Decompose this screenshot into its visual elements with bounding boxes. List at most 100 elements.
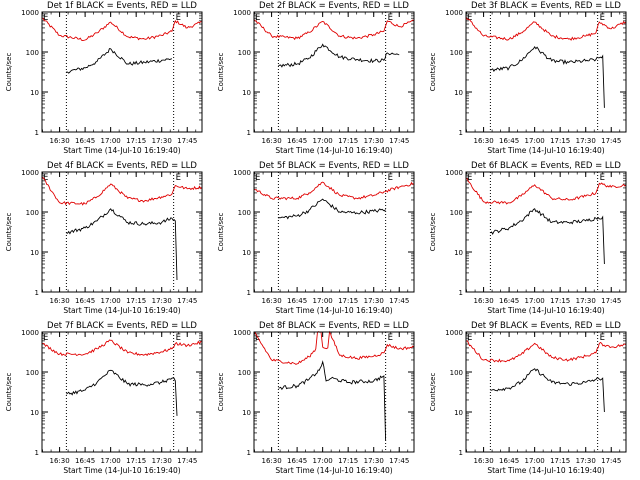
x-tick-label: 16:45 xyxy=(75,297,95,305)
x-tick-label: 16:45 xyxy=(499,457,519,465)
x-tick-label: 17:30 xyxy=(152,137,172,145)
y-tick-label: 1000 xyxy=(445,169,463,177)
x-tick-label: 16:30 xyxy=(261,457,281,465)
x-tick-label: 17:45 xyxy=(389,137,409,145)
panel-title: Det 9f BLACK = Events, RED = LLD xyxy=(471,321,621,331)
y-tick-label: 1 xyxy=(35,289,39,297)
y-tick-label: 1 xyxy=(459,449,463,457)
y-tick-label: 100 xyxy=(26,49,39,57)
x-axis-label: Start Time (14-Jul-10 16:19:40) xyxy=(487,306,604,315)
x-tick-label: 17:00 xyxy=(313,137,333,145)
y-tick-label: 1000 xyxy=(445,329,463,337)
x-tick-label: 17:45 xyxy=(389,457,409,465)
y-tick-label: 1000 xyxy=(21,9,39,17)
marker-letter: E xyxy=(43,13,48,23)
x-tick-label: 16:45 xyxy=(75,457,95,465)
x-axis-label: Start Time (14-Jul-10 16:19:40) xyxy=(63,146,180,155)
x-tick-label: 16:45 xyxy=(287,297,307,305)
y-tick-label: 100 xyxy=(450,209,463,217)
panel-det-5: Det 5f BLACK = Events, RED = LLD Counts/s… xyxy=(217,161,415,315)
marker-letter: E xyxy=(467,333,472,343)
x-tick-label: 17:15 xyxy=(126,297,146,305)
x-tick-label: 17:30 xyxy=(152,297,172,305)
y-axis-label: Counts/sec xyxy=(5,373,13,412)
plot-frame xyxy=(465,11,627,133)
panel-det-2: Det 2f BLACK = Events, RED = LLD Counts/s… xyxy=(217,1,415,155)
y-tick-label: 10 xyxy=(454,409,463,417)
y-axis-label: Counts/sec xyxy=(217,373,225,412)
x-tick-label: 17:15 xyxy=(550,457,570,465)
panel-det-7: Det 7f BLACK = Events, RED = LLD Counts/s… xyxy=(5,321,203,475)
x-axis-label: Start Time (14-Jul-10 16:19:40) xyxy=(63,466,180,475)
y-axis-label: Counts/sec xyxy=(429,373,437,412)
y-tick-label: 100 xyxy=(238,369,251,377)
y-axis-label: Counts/sec xyxy=(429,53,437,92)
plot-frame xyxy=(465,171,627,293)
marker-letter: E xyxy=(600,333,605,343)
marker-letter: E xyxy=(388,13,393,23)
x-tick-label: 17:30 xyxy=(576,137,596,145)
panel-title: Det 4f BLACK = Events, RED = LLD xyxy=(47,161,197,171)
marker-letter: E xyxy=(388,173,393,183)
y-tick-label: 1000 xyxy=(233,329,251,337)
y-tick-label: 1000 xyxy=(21,329,39,337)
x-tick-label: 16:45 xyxy=(499,297,519,305)
panel-det-6: Det 6f BLACK = Events, RED = LLD Counts/s… xyxy=(429,161,627,315)
x-tick-label: 17:00 xyxy=(525,137,545,145)
y-tick-label: 10 xyxy=(242,89,251,97)
x-tick-label: 16:45 xyxy=(287,457,307,465)
y-tick-label: 1 xyxy=(35,449,39,457)
x-tick-label: 17:00 xyxy=(101,457,121,465)
x-tick-label: 17:45 xyxy=(177,137,197,145)
y-tick-label: 100 xyxy=(238,49,251,57)
x-tick-label: 17:00 xyxy=(525,457,545,465)
events-series-line xyxy=(278,43,400,68)
x-tick-label: 16:30 xyxy=(49,457,69,465)
y-tick-label: 10 xyxy=(242,249,251,257)
events-series-line xyxy=(278,198,386,220)
x-tick-label: 17:30 xyxy=(364,137,384,145)
x-tick-label: 16:30 xyxy=(49,137,69,145)
y-tick-label: 1000 xyxy=(233,169,251,177)
x-tick-label: 17:00 xyxy=(101,137,121,145)
lld-series-line xyxy=(465,16,627,41)
y-axis-label: Counts/sec xyxy=(5,53,13,92)
events-series-line xyxy=(66,208,178,281)
x-tick-label: 17:15 xyxy=(338,137,358,145)
events-series-line xyxy=(66,48,173,74)
y-tick-label: 10 xyxy=(454,89,463,97)
x-tick-label: 17:00 xyxy=(101,297,121,305)
x-tick-label: 17:30 xyxy=(364,457,384,465)
lld-series-line xyxy=(41,176,203,206)
y-tick-label: 10 xyxy=(30,409,39,417)
y-tick-label: 100 xyxy=(26,209,39,217)
x-tick-label: 17:15 xyxy=(126,457,146,465)
lld-series-line xyxy=(465,177,627,205)
marker-letter: E xyxy=(176,13,181,23)
plot-frame xyxy=(253,331,415,453)
y-tick-label: 1 xyxy=(247,449,251,457)
x-tick-label: 17:15 xyxy=(126,137,146,145)
x-tick-label: 16:30 xyxy=(473,297,493,305)
lld-series-line xyxy=(42,339,203,357)
y-tick-label: 1000 xyxy=(21,169,39,177)
marker-letter: E xyxy=(388,333,393,343)
x-tick-label: 17:15 xyxy=(550,297,570,305)
x-tick-label: 17:45 xyxy=(177,297,197,305)
y-tick-label: 10 xyxy=(30,249,39,257)
panel-title: Det 5f BLACK = Events, RED = LLD xyxy=(259,161,409,171)
plot-frame xyxy=(41,11,203,133)
marker-letter: E xyxy=(467,173,472,183)
y-tick-label: 1000 xyxy=(445,9,463,17)
x-tick-label: 17:30 xyxy=(576,457,596,465)
y-axis-label: Counts/sec xyxy=(217,213,225,252)
x-tick-label: 16:45 xyxy=(287,137,307,145)
y-tick-label: 1 xyxy=(247,129,251,137)
panel-det-9: Det 9f BLACK = Events, RED = LLD Counts/s… xyxy=(429,321,627,475)
y-tick-label: 1 xyxy=(247,289,251,297)
panel-det-4: Det 4f BLACK = Events, RED = LLD Counts/s… xyxy=(5,161,203,315)
lld-series-line xyxy=(253,19,415,41)
y-tick-label: 100 xyxy=(26,369,39,377)
panel-det-1: Det 1f BLACK = Events, RED = LLD Counts/s… xyxy=(5,1,203,155)
